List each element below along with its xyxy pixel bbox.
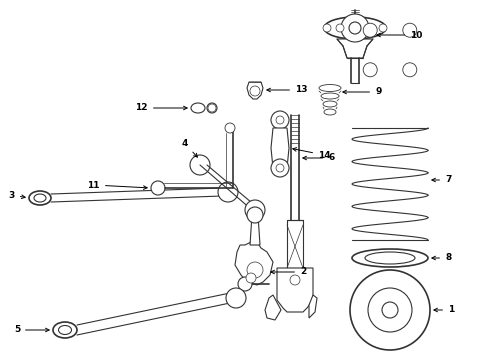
Circle shape [218, 182, 238, 202]
Circle shape [403, 23, 417, 37]
Circle shape [247, 262, 263, 278]
Circle shape [226, 288, 246, 308]
Ellipse shape [352, 249, 428, 267]
Text: 4: 4 [182, 139, 197, 157]
Circle shape [368, 288, 412, 332]
Ellipse shape [207, 103, 217, 113]
Circle shape [208, 104, 216, 112]
Circle shape [247, 207, 263, 223]
Ellipse shape [29, 191, 51, 205]
Circle shape [238, 277, 252, 291]
Text: 8: 8 [432, 253, 451, 262]
Circle shape [366, 24, 374, 32]
Ellipse shape [53, 322, 77, 338]
Circle shape [246, 273, 256, 283]
Polygon shape [265, 295, 281, 320]
Polygon shape [287, 220, 303, 268]
Ellipse shape [34, 194, 46, 202]
Circle shape [363, 63, 377, 77]
Text: 5: 5 [14, 325, 49, 334]
Circle shape [382, 302, 398, 318]
Text: 11: 11 [88, 180, 147, 189]
Polygon shape [271, 128, 289, 168]
Circle shape [250, 86, 260, 96]
Polygon shape [235, 242, 273, 285]
Circle shape [190, 155, 210, 175]
Polygon shape [337, 39, 373, 58]
Text: 14: 14 [293, 148, 331, 159]
Polygon shape [247, 82, 263, 99]
Polygon shape [309, 295, 317, 318]
Text: 3: 3 [9, 190, 25, 199]
Circle shape [323, 24, 331, 32]
Circle shape [379, 24, 387, 32]
Ellipse shape [58, 325, 72, 334]
Text: 7: 7 [432, 175, 451, 184]
Text: 13: 13 [267, 85, 308, 94]
Circle shape [290, 275, 300, 285]
Ellipse shape [365, 252, 415, 264]
Circle shape [403, 63, 417, 77]
Text: 10: 10 [377, 31, 422, 40]
Text: 6: 6 [303, 153, 334, 162]
Circle shape [336, 24, 344, 32]
Circle shape [350, 270, 430, 350]
Ellipse shape [321, 93, 339, 99]
Circle shape [271, 111, 289, 129]
Circle shape [276, 116, 284, 124]
Text: 9: 9 [343, 87, 381, 96]
Circle shape [151, 181, 165, 195]
Ellipse shape [323, 101, 337, 107]
Ellipse shape [319, 85, 341, 91]
Circle shape [225, 123, 235, 133]
Text: 2: 2 [271, 267, 306, 276]
Circle shape [245, 200, 265, 220]
Circle shape [271, 159, 289, 177]
Polygon shape [250, 215, 260, 245]
Circle shape [363, 23, 377, 37]
Circle shape [341, 14, 369, 42]
Ellipse shape [324, 109, 336, 115]
Circle shape [276, 164, 284, 172]
Text: 1: 1 [434, 306, 454, 315]
Circle shape [349, 22, 361, 34]
Text: 12: 12 [136, 104, 187, 112]
Ellipse shape [191, 103, 205, 113]
Polygon shape [277, 268, 313, 312]
Ellipse shape [324, 17, 386, 39]
